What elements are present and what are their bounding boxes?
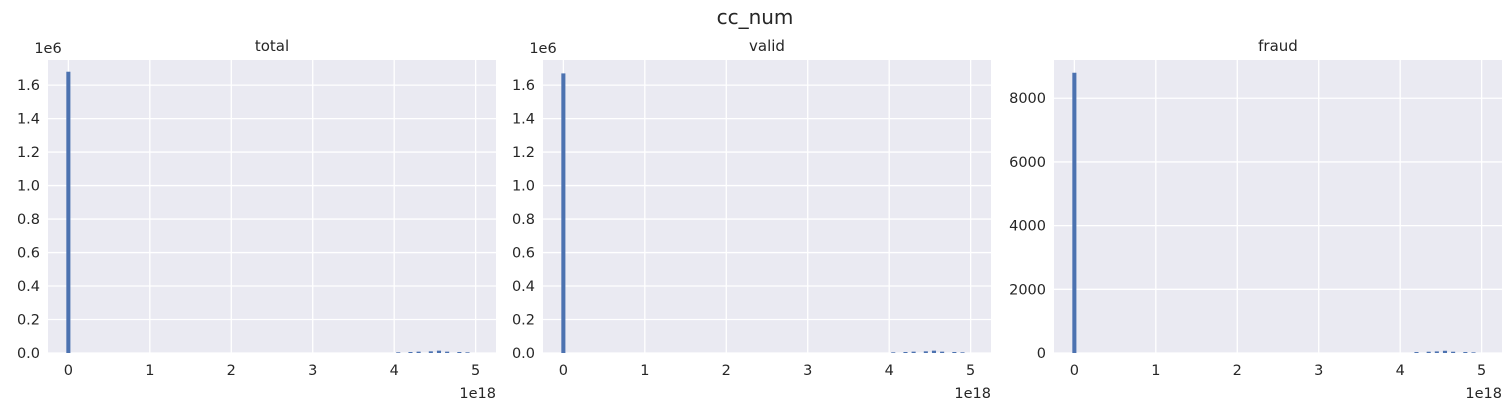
histogram-bar xyxy=(891,352,896,353)
axes-background xyxy=(48,60,496,353)
histogram-bar xyxy=(931,350,937,353)
x-tick-label: 2 xyxy=(722,363,731,379)
histogram-bar xyxy=(1442,350,1448,353)
subplot-fraud: 0 2000 4000 6000 8000 0 1 2 3 4 5 fraud 1e18 xyxy=(1009,37,1502,402)
y-tick-label: 4000 xyxy=(1009,219,1046,235)
y-tick-label: 0.2 xyxy=(17,313,40,329)
y-tick-label: 0.2 xyxy=(512,313,535,329)
bars xyxy=(66,71,470,353)
grid xyxy=(48,60,496,354)
y-tick-label: 0.6 xyxy=(512,246,535,262)
x-tick-label: 5 xyxy=(471,363,480,379)
histogram-bar xyxy=(960,352,965,353)
y-tick-label: 1.2 xyxy=(512,145,535,161)
y-tick-labels: 0.0 0.2 0.4 0.6 0.8 1.0 1.2 1.4 1.6 xyxy=(512,78,535,362)
axes-background xyxy=(543,60,991,353)
histogram-bar xyxy=(561,73,566,353)
y-tick-label: 0.6 xyxy=(17,246,40,262)
grid xyxy=(1054,60,1502,354)
y-tick-label: 1.4 xyxy=(17,112,40,128)
x-tick-label: 5 xyxy=(966,363,975,379)
subplot-title: total xyxy=(255,37,289,55)
x-tick-label: 0 xyxy=(64,363,73,379)
subplot-title: fraud xyxy=(1258,37,1298,55)
x-tick-label: 2 xyxy=(227,363,236,379)
histogram-bar xyxy=(416,351,421,353)
histogram-bar xyxy=(457,351,462,353)
histogram-bar xyxy=(66,71,71,353)
x-offset-label: 1e18 xyxy=(1465,386,1502,402)
histogram-bar xyxy=(1434,351,1439,353)
x-tick-label: 5 xyxy=(1477,363,1486,379)
figure-suptitle: cc_num xyxy=(717,5,794,29)
y-tick-label: 1.4 xyxy=(512,112,535,128)
y-tick-labels: 0.0 0.2 0.4 0.6 0.8 1.0 1.2 1.4 1.6 xyxy=(17,78,40,362)
x-tick-label: 0 xyxy=(559,363,568,379)
x-tick-labels: 0 1 2 3 4 5 xyxy=(64,363,481,379)
histogram-bar xyxy=(1451,351,1456,353)
y-tick-label: 0.0 xyxy=(17,346,40,362)
histogram-bar xyxy=(408,351,413,353)
histogram-bar xyxy=(436,350,442,353)
x-tick-label: 4 xyxy=(885,363,894,379)
x-tick-label: 2 xyxy=(1233,363,1242,379)
y-tick-label: 6000 xyxy=(1009,155,1046,171)
axes-background xyxy=(1054,60,1502,353)
histogram-bar xyxy=(465,352,470,353)
histogram-bar xyxy=(952,351,957,353)
subplot-valid: 0.0 0.2 0.4 0.6 0.8 1.0 1.2 1.4 1.6 0 1 2 3 4 5 valid… xyxy=(512,37,991,402)
y-tick-label: 0.8 xyxy=(17,212,40,228)
x-tick-label: 1 xyxy=(145,363,154,379)
y-tick-labels: 0 2000 4000 6000 8000 xyxy=(1009,91,1046,362)
y-tick-label: 1.6 xyxy=(17,78,40,94)
y-tick-label: 0.4 xyxy=(512,279,535,295)
bars xyxy=(561,73,965,353)
x-tick-label: 1 xyxy=(640,363,649,379)
x-tick-label: 3 xyxy=(1314,363,1323,379)
y-tick-label: 1.2 xyxy=(17,145,40,161)
subplot-title: valid xyxy=(749,37,785,55)
y-tick-label: 8000 xyxy=(1009,91,1046,107)
y-offset-label: 1e6 xyxy=(529,41,556,57)
y-tick-label: 0.8 xyxy=(512,212,535,228)
histogram-bar xyxy=(903,351,908,353)
x-tick-labels: 0 1 2 3 4 5 xyxy=(559,363,976,379)
histogram-bar xyxy=(1414,352,1419,353)
histogram-bar xyxy=(1471,352,1476,353)
histogram-bar xyxy=(940,351,945,353)
x-tick-label: 1 xyxy=(1151,363,1160,379)
histogram-bar xyxy=(445,351,450,353)
x-tick-label: 3 xyxy=(308,363,317,379)
histogram-bar xyxy=(911,351,916,353)
y-tick-label: 0.4 xyxy=(17,279,40,295)
histogram-bar xyxy=(1072,72,1077,353)
y-tick-label: 1.0 xyxy=(512,179,535,195)
bars xyxy=(1072,72,1476,353)
y-tick-label: 0.0 xyxy=(512,346,535,362)
histogram-bar xyxy=(1426,351,1431,353)
x-offset-label: 1e18 xyxy=(954,386,991,402)
x-tick-label: 4 xyxy=(1396,363,1405,379)
y-tick-label: 0 xyxy=(1037,346,1046,362)
y-tick-label: 1.6 xyxy=(512,78,535,94)
x-tick-label: 4 xyxy=(390,363,399,379)
subplot-total: 0.0 0.2 0.4 0.6 0.8 1.0 1.2 1.4 1.6 0 1 2 3 4 5 total… xyxy=(17,37,496,402)
y-offset-label: 1e6 xyxy=(34,41,61,57)
histogram-bar xyxy=(396,352,401,353)
y-tick-label: 1.0 xyxy=(17,179,40,195)
y-tick-label: 2000 xyxy=(1009,282,1046,298)
x-tick-labels: 0 1 2 3 4 5 xyxy=(1070,363,1487,379)
x-tick-label: 3 xyxy=(803,363,812,379)
x-offset-label: 1e18 xyxy=(459,386,496,402)
histogram-bar xyxy=(1463,352,1468,353)
histogram-bar xyxy=(923,351,928,353)
histogram-bar xyxy=(428,351,433,353)
x-tick-label: 0 xyxy=(1070,363,1079,379)
